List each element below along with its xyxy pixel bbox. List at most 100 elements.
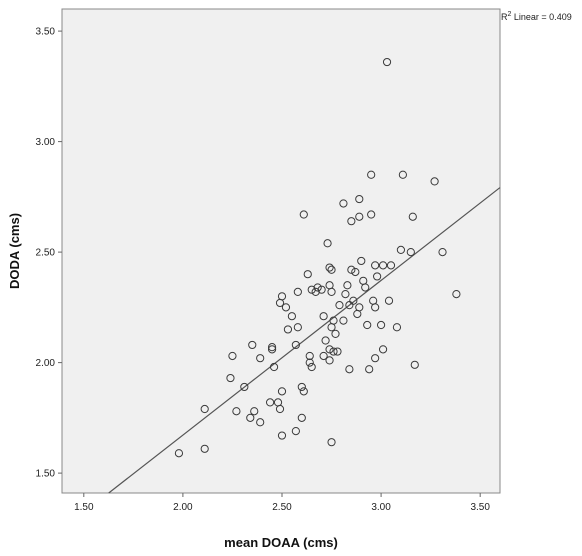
data-point	[339, 199, 348, 208]
x-axis: 1.50 2.00 2.50 3.00 3.50	[74, 493, 490, 513]
data-point	[267, 345, 277, 354]
x-axis-title: mean DOAA (cms)	[224, 535, 338, 550]
data-point	[329, 347, 338, 356]
data-point	[327, 287, 336, 296]
data-point	[355, 212, 364, 221]
data-point	[226, 373, 235, 383]
data-point	[333, 347, 342, 356]
data-point	[363, 320, 372, 330]
data-point	[232, 407, 241, 416]
data-point	[269, 362, 279, 372]
data-point	[248, 340, 257, 350]
data-point	[327, 265, 336, 274]
data-point	[408, 212, 417, 221]
data-point	[339, 316, 348, 325]
data-point	[406, 248, 415, 257]
data-point	[250, 407, 259, 416]
data-point	[319, 351, 328, 361]
data-point	[299, 210, 308, 219]
data-point	[305, 358, 314, 367]
data-point	[325, 356, 334, 365]
data-point	[382, 57, 392, 67]
data-point	[365, 365, 374, 374]
x-tick-label: 2.00	[173, 502, 193, 513]
data-point	[256, 354, 265, 363]
data-point	[410, 360, 419, 369]
data-point	[277, 387, 287, 396]
data-point	[361, 283, 370, 292]
y-tick-label: 1.50	[36, 469, 56, 480]
data-point	[299, 387, 308, 396]
data-point	[327, 438, 336, 447]
data-point	[228, 351, 237, 361]
x-tick-label: 2.50	[272, 502, 292, 513]
data-point	[384, 296, 394, 305]
data-point	[373, 272, 382, 281]
data-point	[430, 177, 439, 186]
data-point	[291, 340, 300, 350]
data-point	[246, 413, 255, 422]
data-point	[378, 261, 388, 270]
data-point	[200, 444, 209, 453]
data-point	[275, 298, 285, 308]
data-point	[355, 303, 364, 312]
data-point	[371, 261, 380, 270]
data-point	[287, 312, 297, 321]
data-point	[347, 217, 356, 226]
data-point	[357, 256, 366, 266]
data-point	[335, 301, 344, 310]
y-axis: 1.50 2.00 2.50 3.00 3.50	[36, 27, 62, 480]
data-point	[323, 239, 332, 248]
x-tick-label: 3.00	[371, 502, 391, 513]
data-point	[331, 329, 340, 338]
data-point	[345, 365, 354, 374]
data-point	[174, 449, 184, 458]
data-point	[396, 245, 406, 254]
data-point	[317, 285, 326, 294]
data-point	[367, 210, 376, 219]
data-point	[200, 404, 209, 414]
data-point	[293, 287, 302, 296]
y-tick-label: 2.50	[36, 248, 56, 259]
x-tick-label: 1.50	[74, 502, 94, 513]
data-point	[319, 312, 328, 321]
data-point	[378, 345, 388, 354]
data-point	[305, 351, 314, 361]
data-point	[293, 323, 302, 332]
data-point	[371, 354, 380, 363]
y-tick-label: 2.00	[36, 358, 56, 369]
data-point	[452, 289, 461, 299]
data-point	[256, 418, 265, 427]
data-point	[277, 431, 287, 440]
data-point	[311, 287, 320, 296]
data-point	[321, 336, 330, 345]
data-point	[297, 413, 306, 422]
data-point	[349, 296, 358, 305]
data-point	[367, 170, 376, 179]
data-point	[240, 382, 249, 392]
data-point	[386, 261, 396, 270]
data-point	[325, 345, 334, 354]
data-point	[329, 316, 338, 325]
data-point	[325, 263, 334, 272]
data-point	[291, 427, 300, 436]
data-point	[438, 248, 447, 257]
data-point	[307, 285, 316, 294]
plot-area	[61, 8, 501, 494]
data-point	[376, 320, 386, 330]
data-point	[343, 281, 352, 290]
data-point	[398, 170, 407, 179]
r2-label: R2 Linear = 0.409	[501, 11, 572, 22]
data-point	[303, 270, 312, 279]
regression-line	[108, 187, 501, 494]
data-points	[174, 57, 461, 458]
y-axis-title: DODA (cms)	[7, 213, 22, 289]
data-point	[265, 398, 275, 407]
data-point	[347, 265, 356, 274]
data-point	[275, 404, 285, 414]
data-point	[355, 194, 364, 204]
data-point	[281, 303, 291, 312]
data-point	[313, 283, 322, 292]
data-point	[392, 323, 402, 332]
